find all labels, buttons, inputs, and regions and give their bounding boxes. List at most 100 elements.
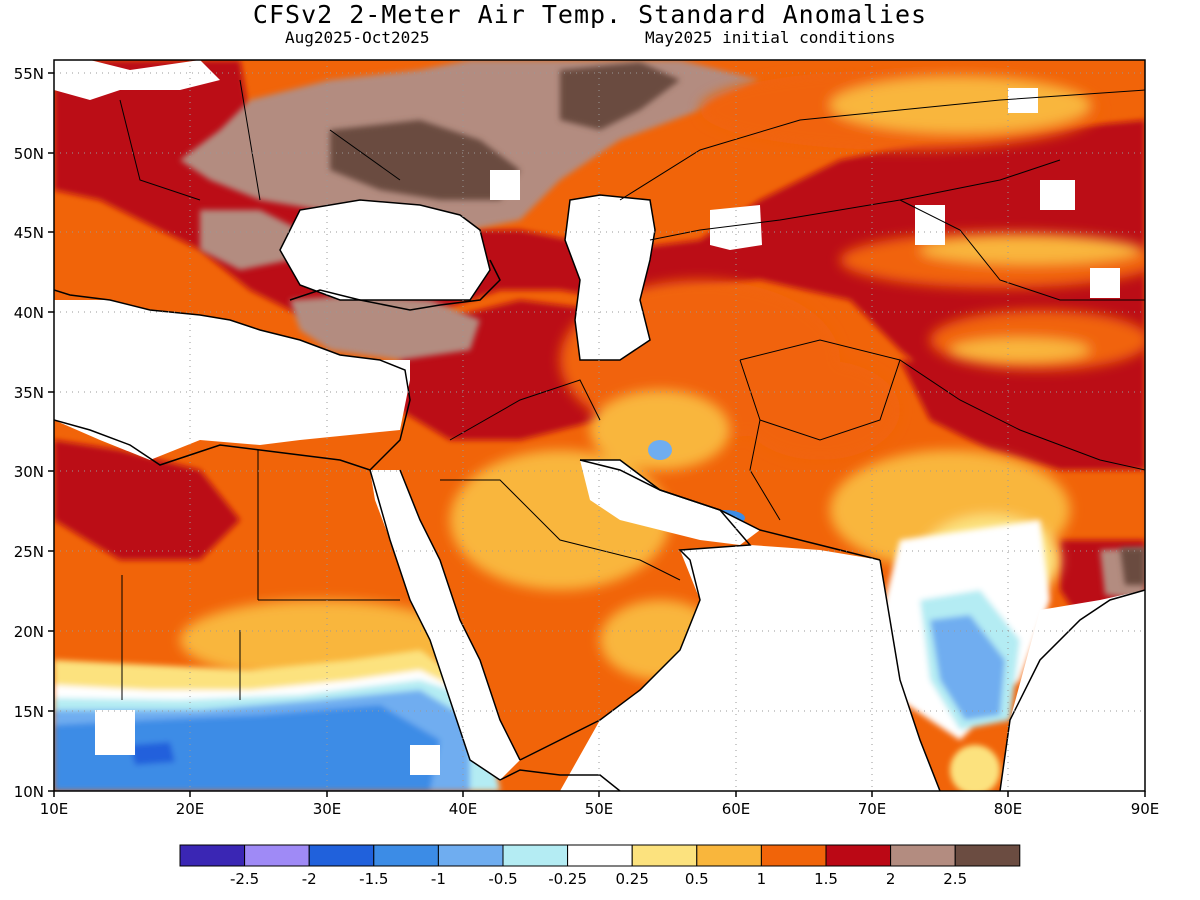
mask-arabian-sea (560, 545, 940, 791)
legend-label: 1.5 (814, 870, 838, 888)
legend-swatch (760, 844, 827, 867)
anomaly-pale-south-india (950, 745, 1000, 791)
legend-label: -2 (302, 870, 317, 888)
coast-horn-africa (499, 769, 621, 791)
legend-swatch (631, 844, 698, 867)
border-china (899, 199, 1145, 301)
legend-swatch (890, 844, 956, 867)
legend-swatch (244, 844, 310, 867)
border-india-china (899, 359, 1145, 471)
anomaly-darkbrown-russia (560, 62, 680, 130)
lat-label: 15N (14, 703, 44, 721)
anomaly-deep-blue-spot (130, 742, 175, 765)
mask-aral (710, 205, 762, 250)
legend-swatch (825, 844, 892, 867)
anomaly-blue-sahel (54, 705, 440, 791)
legend-label: -1 (431, 870, 446, 888)
legend-label: 0.5 (685, 870, 709, 888)
forecast-period: Aug2025-Oct2025 (285, 28, 430, 47)
anomaly-darkbrown-ukraine (330, 120, 520, 200)
mask-small-1 (490, 170, 520, 200)
mask-small-2 (1040, 180, 1075, 210)
border-saudi (440, 479, 681, 581)
coast-black-sea (279, 199, 491, 301)
legend-label: -1.5 (359, 870, 388, 888)
coast-india-west (879, 559, 941, 791)
lat-label: 50N (14, 145, 44, 163)
mask-small-4 (1008, 88, 1038, 113)
borders (119, 79, 1145, 700)
mask-bay-of-bengal (1000, 590, 1145, 791)
anomaly-light-iran-south (590, 390, 730, 470)
lat-label: 45N (14, 224, 44, 242)
anomaly-darkbrown-bay (1120, 548, 1145, 585)
coast-turkey (289, 259, 501, 311)
lat-label: 35N (14, 384, 44, 402)
lon-label: 40E (449, 800, 478, 818)
coastlines (54, 194, 1145, 791)
border-afghanistan (739, 339, 901, 441)
mask-mediterranean (54, 300, 410, 460)
lon-label: 30E (313, 800, 342, 818)
lon-label: 50E (585, 800, 614, 818)
mask-small-6 (410, 745, 440, 775)
anomaly-field (54, 60, 1145, 791)
coast-red-sea (369, 469, 521, 781)
coast-mediterranean (54, 289, 411, 471)
lat-label: 20N (14, 623, 44, 641)
mask-small-3 (1090, 268, 1120, 298)
legend-swatch (373, 844, 439, 867)
longitude-labels: 10E 20E 30E 40E 50E 60E 70E 80E 90E (40, 800, 1160, 818)
mask-europe-north (54, 60, 220, 100)
border-iran-east (739, 359, 781, 521)
anomaly-light-blue-india (930, 615, 1005, 720)
anomaly-brown-anatolia (290, 295, 480, 360)
legend-label: 2.5 (943, 870, 967, 888)
anomaly-light-tibet (950, 338, 1090, 362)
border-europe (119, 79, 401, 201)
border-iraq (449, 379, 601, 441)
legend-label: -2.5 (230, 870, 259, 888)
anomaly-blue-spot-iran (648, 440, 672, 460)
latitude-labels: 10N 15N 20N 25N 30N 35N 40N 45N 50N 55N (14, 65, 44, 801)
lon-label: 10E (40, 800, 69, 818)
legend-label: -0.5 (488, 870, 517, 888)
anomaly-dark-red-tibet (900, 360, 1145, 470)
coast-india-east (999, 589, 1145, 791)
mask-small-5 (95, 710, 135, 755)
legend-colorbar (179, 844, 1021, 867)
lon-label: 90E (1131, 800, 1160, 818)
anomaly-brown-balkans (200, 210, 300, 270)
legend-label: 2 (886, 870, 896, 888)
anomaly-dark-red-north-africa (54, 440, 240, 560)
border-kazakh (649, 159, 1061, 241)
legend-swatch (567, 844, 633, 867)
lat-label: 40N (14, 304, 44, 322)
mask-persian-gulf (580, 460, 760, 545)
masked-water (54, 60, 1145, 791)
border-russia-kazakh (619, 89, 1145, 201)
legend-swatch (308, 844, 375, 867)
lat-label: 55N (14, 65, 44, 83)
legend-label: -0.25 (548, 870, 587, 888)
mask-balkhash (915, 205, 945, 245)
legend-swatch (437, 844, 504, 867)
anomaly-light-kazakh (830, 77, 1090, 133)
mask-caspian (565, 195, 655, 360)
lon-label: 70E (858, 800, 887, 818)
coast-iran-south (579, 459, 881, 561)
lat-label: 30N (14, 463, 44, 481)
map-title: CFSv2 2-Meter Air Temp. Standard Anomali… (252, 0, 928, 29)
legend-label: 1 (757, 870, 767, 888)
legend-swatch (502, 844, 569, 867)
ticks (48, 72, 1146, 797)
mask-red-sea (370, 470, 520, 780)
legend-swatch (179, 844, 246, 867)
lat-label: 25N (14, 543, 44, 561)
legend-swatch (954, 844, 1021, 867)
lon-label: 60E (722, 800, 751, 818)
mask-black-sea (280, 200, 490, 300)
legend-label: 0.25 (615, 870, 648, 888)
border-chad (121, 575, 241, 700)
